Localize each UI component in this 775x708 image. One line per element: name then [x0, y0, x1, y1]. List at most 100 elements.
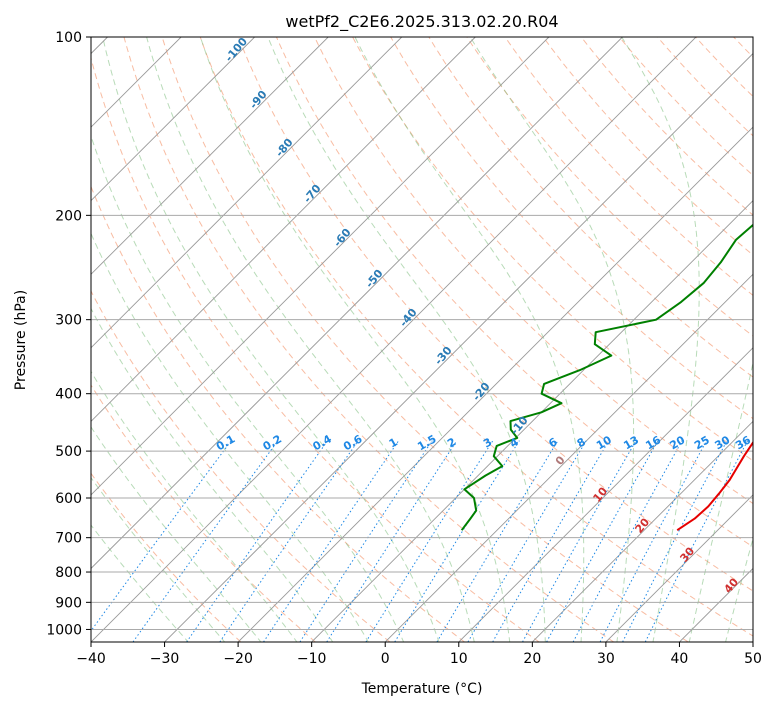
moist-adiabat [688, 360, 753, 642]
mixing-ratio-line [467, 440, 587, 642]
isotherm [91, 37, 623, 570]
plot-frame [90, 36, 754, 643]
y-axis-label: Pressure (hPa) [13, 290, 29, 390]
y-tick-label: 400 [55, 387, 82, 403]
dry-adiabat [161, 37, 689, 642]
dry-adiabat [542, 37, 753, 256]
mixing-ratio-label: 8 [575, 435, 588, 450]
dry-adiabat [91, 472, 242, 642]
dry-adiabat-label: 30 [677, 544, 697, 564]
mixing-ratio-line [572, 440, 683, 642]
mixing-ratio-label: 30 [713, 433, 733, 452]
y-tick-label: 200 [55, 208, 82, 224]
x-tick-label: 40 [671, 651, 689, 667]
dry-adiabat [91, 289, 391, 642]
mixing-ratio-line [644, 440, 749, 642]
y-tick-label: 600 [55, 491, 82, 507]
mixing-ratio-label: 25 [692, 433, 712, 452]
isotherm [91, 37, 697, 642]
dry-adiabat-label: -20 [470, 380, 493, 404]
x-tick-label: 50 [744, 651, 762, 667]
isotherm [164, 52, 753, 642]
dry-adiabat [91, 384, 316, 642]
mixing-ratio-label: 20 [668, 433, 688, 452]
isotherm [237, 126, 753, 642]
dry-adiabat [580, 37, 753, 216]
pressure-grid [91, 37, 753, 630]
isotherm [752, 641, 753, 642]
x-tick-label: −10 [297, 651, 327, 667]
dry-adiabat [275, 37, 753, 548]
mixing-ratio-label: 10 [594, 433, 614, 452]
mixing-ratio-line [91, 440, 232, 632]
dry-adiabat [199, 37, 753, 637]
moist-adiabat [621, 37, 700, 642]
mixing-ratio-line [186, 440, 329, 642]
dewpoint-profile-line [460, 223, 753, 531]
mixing-ratio-line [622, 440, 728, 642]
dry-adiabat [123, 37, 614, 642]
isotherm [91, 37, 403, 349]
mixing-ratio-label: 4 [508, 435, 521, 450]
mixing-ratio-label: 0.4 [310, 432, 334, 453]
mixing-ratio-line [599, 440, 708, 642]
mixing-ratio-line [394, 440, 520, 642]
x-tick-label: 0 [381, 651, 390, 667]
mixing-ratio-line [436, 440, 559, 642]
mixing-ratio-label: 16 [643, 433, 663, 452]
mixing-ratio-line [365, 440, 494, 642]
moist-adiabat [267, 37, 546, 642]
x-axis: −40 −30 −20 −10 0 10 20 30 40 50 [76, 642, 762, 667]
temperature-profile-line [676, 440, 753, 532]
x-tick-label: 30 [597, 651, 615, 667]
isotherm [91, 37, 255, 202]
isotherm [91, 37, 329, 275]
mixing-ratio-line [299, 440, 433, 642]
isotherm [91, 37, 476, 422]
mixing-ratio-line [492, 440, 610, 642]
dry-adiabat [695, 37, 753, 98]
mixing-ratio-label: 0.6 [341, 432, 365, 453]
isotherm [311, 200, 753, 642]
mixing-ratio-label: 6 [546, 435, 559, 450]
mixing-ratio-line [219, 440, 359, 642]
dry-adiabat-label: -50 [363, 267, 386, 291]
dry-adiabat-label: 0 [553, 453, 568, 467]
dry-adiabat [352, 37, 753, 462]
moist-adiabat [354, 37, 585, 642]
dry-adiabat [237, 37, 753, 592]
moist-adiabat [91, 476, 226, 642]
isotherm [458, 347, 753, 642]
mixing-ratio-label: 0.2 [261, 432, 284, 453]
mixing-ratio-line [132, 440, 279, 642]
y-axis: 100 200 300 400 500 600 700 800 900 1000 [46, 30, 91, 638]
y-tick-label: 900 [55, 595, 82, 611]
moist-adiabat [91, 370, 298, 642]
dry-adiabat-label: 10 [590, 484, 610, 504]
y-tick-label: 300 [55, 313, 82, 329]
chart-title: wetPf2_C2E6.2025.313.02.20.R04 [285, 12, 558, 32]
x-tick-label: 10 [450, 651, 468, 667]
moist-adiabat [146, 37, 475, 642]
y-tick-label: 500 [55, 444, 82, 460]
moist-adiabat [91, 524, 189, 642]
y-tick-label: 100 [55, 30, 82, 46]
mixing-ratio-label: 3 [481, 435, 494, 450]
mixing-ratio-label: 13 [621, 433, 641, 452]
dry-adiabat [428, 37, 753, 378]
dry-adiabat [390, 37, 753, 420]
data-series [460, 223, 753, 532]
dry-adiabat [733, 37, 753, 58]
moist-adiabat [91, 426, 262, 642]
dry-adiabat-label: 20 [632, 515, 652, 535]
dry-adiabat [657, 37, 753, 137]
dry-adiabat-label: -60 [331, 226, 354, 250]
moist-adiabat [469, 37, 635, 642]
mixing-ratio-line [263, 440, 400, 642]
dry-adiabat-label: -80 [273, 136, 296, 160]
x-tick-label: −20 [223, 651, 253, 667]
isotherm [91, 37, 550, 496]
isotherm [384, 273, 753, 642]
moist-adiabat [102, 37, 440, 642]
